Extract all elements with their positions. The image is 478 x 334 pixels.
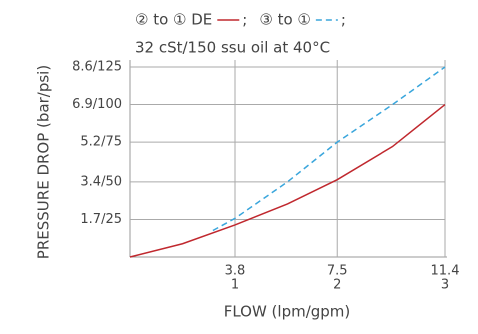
legend-label: ③ to ①: [259, 11, 311, 29]
legend-separator: ;: [242, 11, 247, 29]
y-tick-label: 6.9/100: [72, 97, 122, 112]
x-axis-label: FLOW (lpm/gpm): [224, 303, 351, 321]
x-tick-label: 3.8: [225, 264, 246, 279]
legend-separator: ;: [341, 11, 346, 29]
x-tick-label: 3: [441, 278, 449, 293]
x-tick-label: 11.4: [431, 264, 460, 279]
data-line: [212, 66, 446, 232]
data-line: [129, 103, 446, 258]
x-tick-label: 2: [333, 278, 341, 293]
x-tick-label: 7.5: [327, 264, 348, 279]
y-tick-label: 5.2/75: [80, 135, 122, 150]
y-tick-label: 3.4/50: [80, 174, 122, 189]
y-tick-label: 8.6/125: [72, 60, 122, 75]
chart-subtitle: 32 cSt/150 ssu oil at 40°C: [135, 39, 330, 57]
legend-label: ② to ① DE: [135, 11, 212, 29]
y-axis-label: PRESSURE DROP (bar/psi): [35, 65, 53, 259]
x-tick-label: 1: [231, 278, 239, 293]
y-tick-label: 1.7/25: [80, 212, 122, 227]
